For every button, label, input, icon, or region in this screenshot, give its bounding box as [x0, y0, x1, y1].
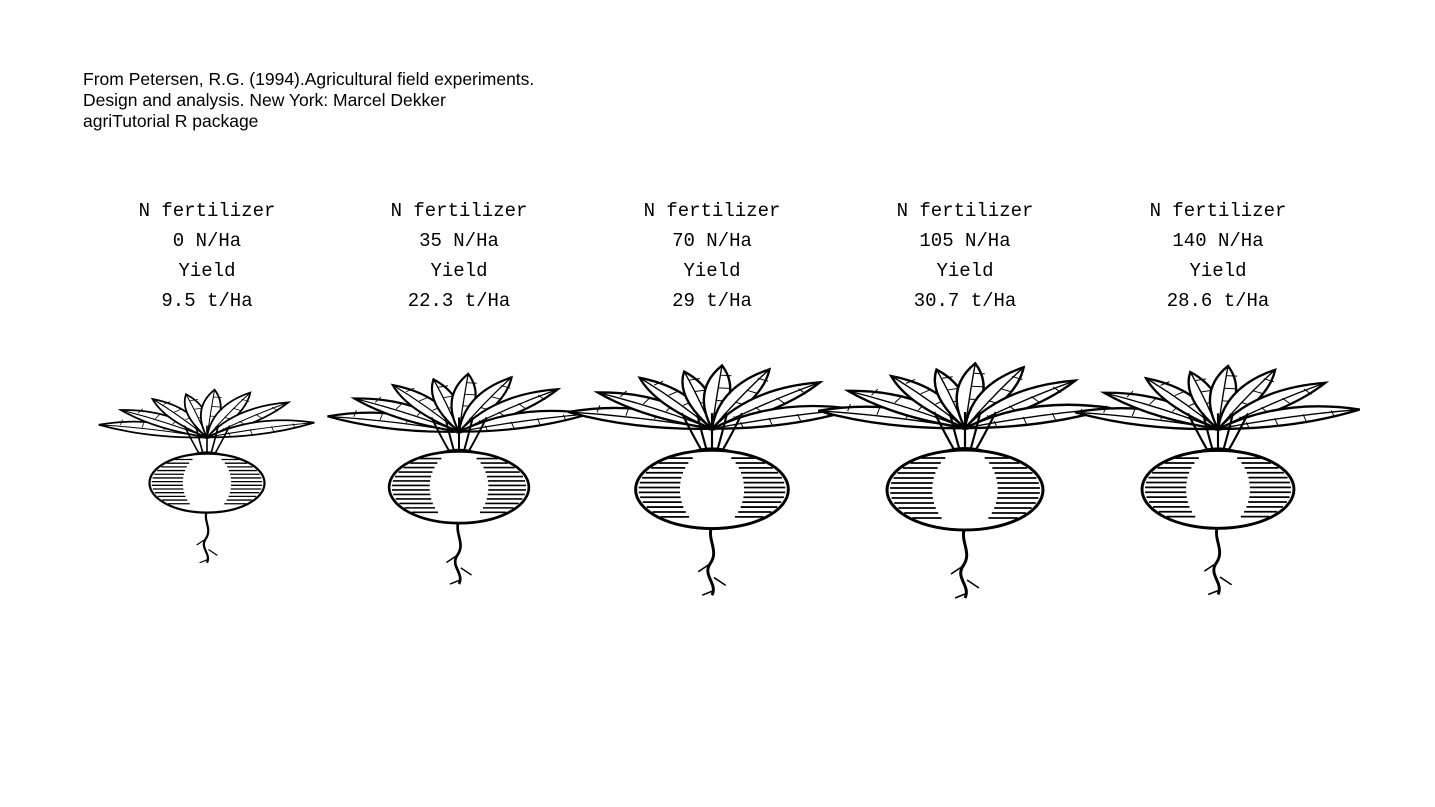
category-label: 0 N/Ha	[173, 230, 241, 252]
value-label: 9.5 t/Ha	[161, 290, 252, 312]
value-heading: Yield	[683, 260, 740, 282]
beet-icon	[818, 363, 1110, 598]
category-heading: N fertilizer	[139, 200, 276, 222]
category-heading: N fertilizer	[1150, 200, 1287, 222]
value-heading: Yield	[430, 260, 487, 282]
beet-icon	[99, 390, 315, 563]
beet-icon	[1075, 366, 1360, 595]
beet-icon	[568, 365, 854, 595]
category-label: 140 N/Ha	[1172, 230, 1263, 252]
category-label: 70 N/Ha	[672, 230, 752, 252]
value-heading: Yield	[936, 260, 993, 282]
category-heading: N fertilizer	[644, 200, 781, 222]
value-heading: Yield	[1189, 260, 1246, 282]
category-label: 35 N/Ha	[419, 230, 499, 252]
category-heading: N fertilizer	[391, 200, 528, 222]
value-label: 29 t/Ha	[672, 290, 752, 312]
value-label: 22.3 t/Ha	[408, 290, 511, 312]
value-heading: Yield	[178, 260, 235, 282]
value-label: 30.7 t/Ha	[914, 290, 1017, 312]
value-label: 28.6 t/Ha	[1167, 290, 1270, 312]
beet-icon	[328, 374, 590, 584]
category-heading: N fertilizer	[897, 200, 1034, 222]
category-label: 105 N/Ha	[919, 230, 1010, 252]
